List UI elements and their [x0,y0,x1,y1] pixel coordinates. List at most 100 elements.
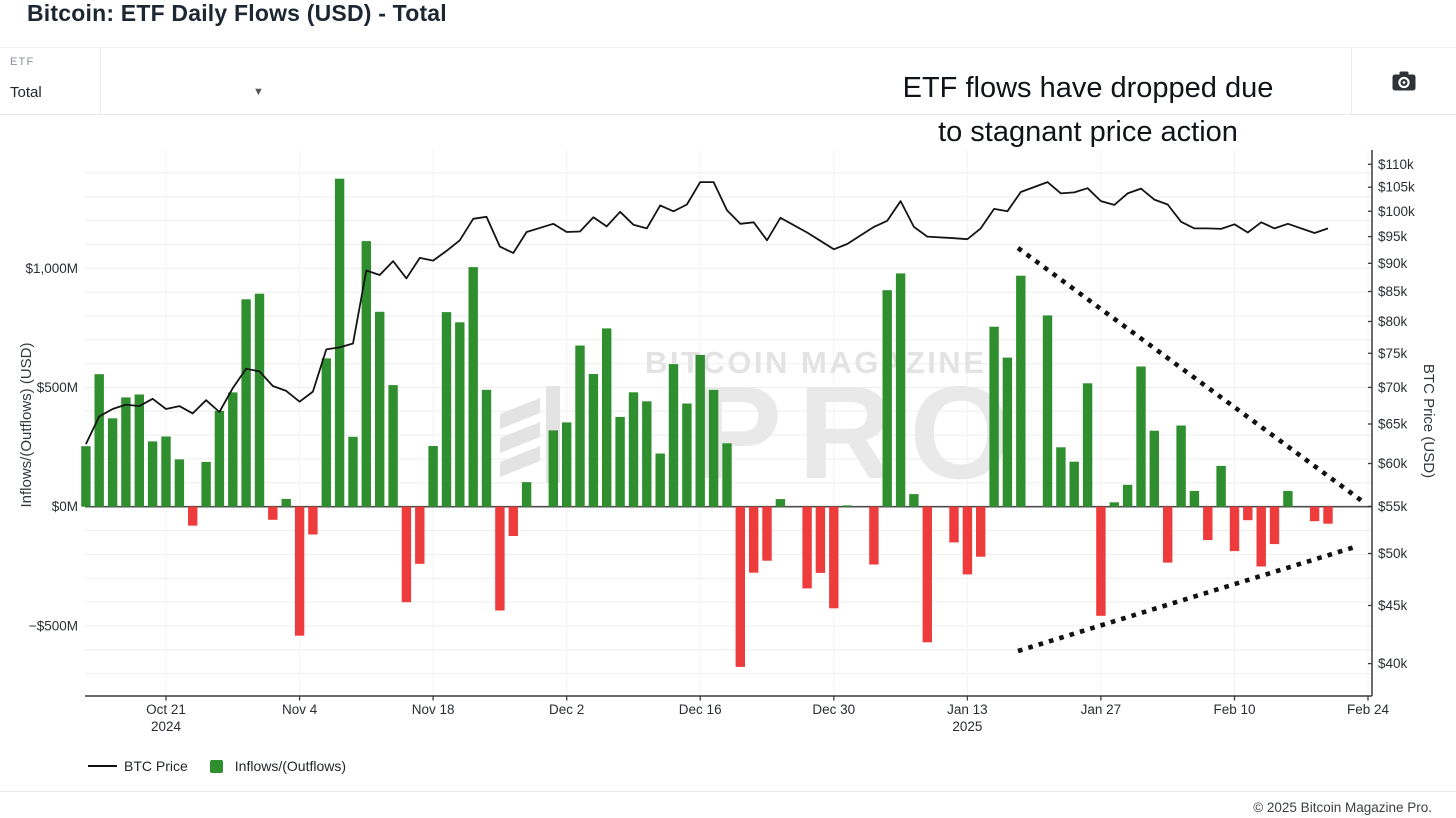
flow-bar[interactable] [147,441,158,507]
flow-bar[interactable] [481,389,492,507]
flow-bar[interactable] [1042,315,1053,507]
flow-bar[interactable] [508,506,518,536]
flow-bar[interactable] [455,322,465,507]
flow-bar[interactable] [1269,506,1280,545]
flow-bar[interactable] [1189,490,1200,507]
flow-bar[interactable] [1256,506,1266,567]
flow-bar[interactable] [375,311,385,507]
flow-bar[interactable] [949,506,959,543]
flow-bar[interactable] [495,506,505,611]
flow-bar[interactable] [775,499,786,507]
flow-bar[interactable] [668,364,679,507]
flow-bar[interactable] [281,498,291,507]
flow-bar[interactable] [602,328,612,507]
flow-bar[interactable] [588,374,599,507]
flow-bar[interactable] [989,326,999,507]
flow-bar[interactable] [628,392,639,507]
flow-bar[interactable] [401,506,412,603]
flow-bar[interactable] [869,506,879,565]
flow-bar[interactable] [735,506,745,667]
flow-bar[interactable] [308,506,318,535]
screenshot-button[interactable] [1351,48,1456,114]
flow-bar[interactable] [334,178,345,507]
flow-bar[interactable] [1136,366,1146,507]
flow-bar[interactable] [749,506,759,573]
etf-select[interactable]: ETF Total ▼ [0,48,264,114]
flow-bar[interactable] [1082,383,1093,507]
flow-bar[interactable] [348,436,358,507]
flow-bar[interactable] [1122,484,1133,507]
flow-bar[interactable] [228,392,238,507]
flow-bar[interactable] [81,446,91,507]
flow-bar[interactable] [134,394,144,507]
flow-bar[interactable] [1176,425,1186,507]
flow-bar[interactable] [1096,506,1106,616]
flow-bar[interactable] [575,345,585,507]
flow-bar[interactable] [1149,430,1159,507]
flow-bar[interactable] [815,506,826,573]
flow-bar[interactable] [415,506,425,564]
flow-bar[interactable] [1002,357,1013,507]
flow-bar[interactable] [1216,465,1226,507]
flow-bar[interactable] [802,506,812,589]
flow-bar[interactable] [548,430,558,507]
flow-bar[interactable] [521,482,532,507]
flow-bar[interactable] [254,293,265,507]
flow-bar[interactable] [361,241,371,507]
flow-bar[interactable] [722,443,732,507]
flow-bar[interactable] [428,446,438,507]
legend-item-btc-price[interactable]: BTC Price [88,758,188,774]
flow-bar[interactable] [388,385,398,507]
flow-bar[interactable] [655,453,665,507]
flow-bar[interactable] [962,506,973,575]
flow-bar[interactable] [882,290,892,507]
flow-bar[interactable] [107,418,118,507]
flow-bar[interactable] [562,422,572,507]
flow-bar[interactable] [909,494,919,507]
flow-bar[interactable] [1229,506,1240,552]
flow-bar[interactable] [1163,506,1173,563]
flow-bar[interactable] [294,506,305,636]
flow-bar[interactable] [1203,506,1213,541]
btc-price-line[interactable] [85,181,1329,445]
x-axis-tick-label: Dec 2 [549,702,584,717]
flow-bar[interactable] [976,506,986,557]
flow-bar[interactable] [121,397,131,507]
flow-bar[interactable] [1069,461,1079,507]
flow-bar[interactable] [922,506,932,643]
flow-bar[interactable] [441,312,452,507]
flow-bar[interactable] [895,273,906,507]
chevron-down-icon: ▼ [253,86,264,98]
flow-bar[interactable] [268,506,278,520]
flow-bar[interactable] [201,461,211,507]
legend-item-flows[interactable]: Inflows/(Outflows) [209,758,347,774]
flow-bar[interactable] [1109,502,1119,507]
flow-bar[interactable] [188,506,198,526]
flow-bar[interactable] [762,506,772,561]
flow-bar[interactable] [1309,506,1320,522]
flow-bar[interactable] [1016,275,1026,507]
flow-bar[interactable] [94,374,104,507]
flow-bar[interactable] [1283,491,1293,507]
flow-bar[interactable] [682,403,692,507]
flow-bar[interactable] [829,506,839,609]
flow-bar[interactable] [1243,506,1253,521]
legend-label-flows: Inflows/(Outflows) [234,758,347,774]
flow-bar[interactable] [842,505,852,507]
flow-bar[interactable] [1056,447,1066,507]
camera-icon [1392,71,1416,91]
flow-bar[interactable] [695,354,705,507]
flow-bar[interactable] [708,389,719,507]
flow-bar[interactable] [214,410,225,507]
x-axis-tick-label: Nov 18 [412,702,455,717]
flow-bar[interactable] [174,459,185,507]
flow-bar[interactable] [161,436,171,507]
flow-bar[interactable] [241,299,251,507]
flow-bar[interactable] [642,401,652,507]
flow-bar[interactable] [615,416,625,507]
right-axis-tick-label: $55k [1378,499,1408,514]
flow-bar[interactable] [468,267,478,507]
flow-bar[interactable] [1323,506,1333,524]
flow-bar[interactable] [321,358,331,507]
